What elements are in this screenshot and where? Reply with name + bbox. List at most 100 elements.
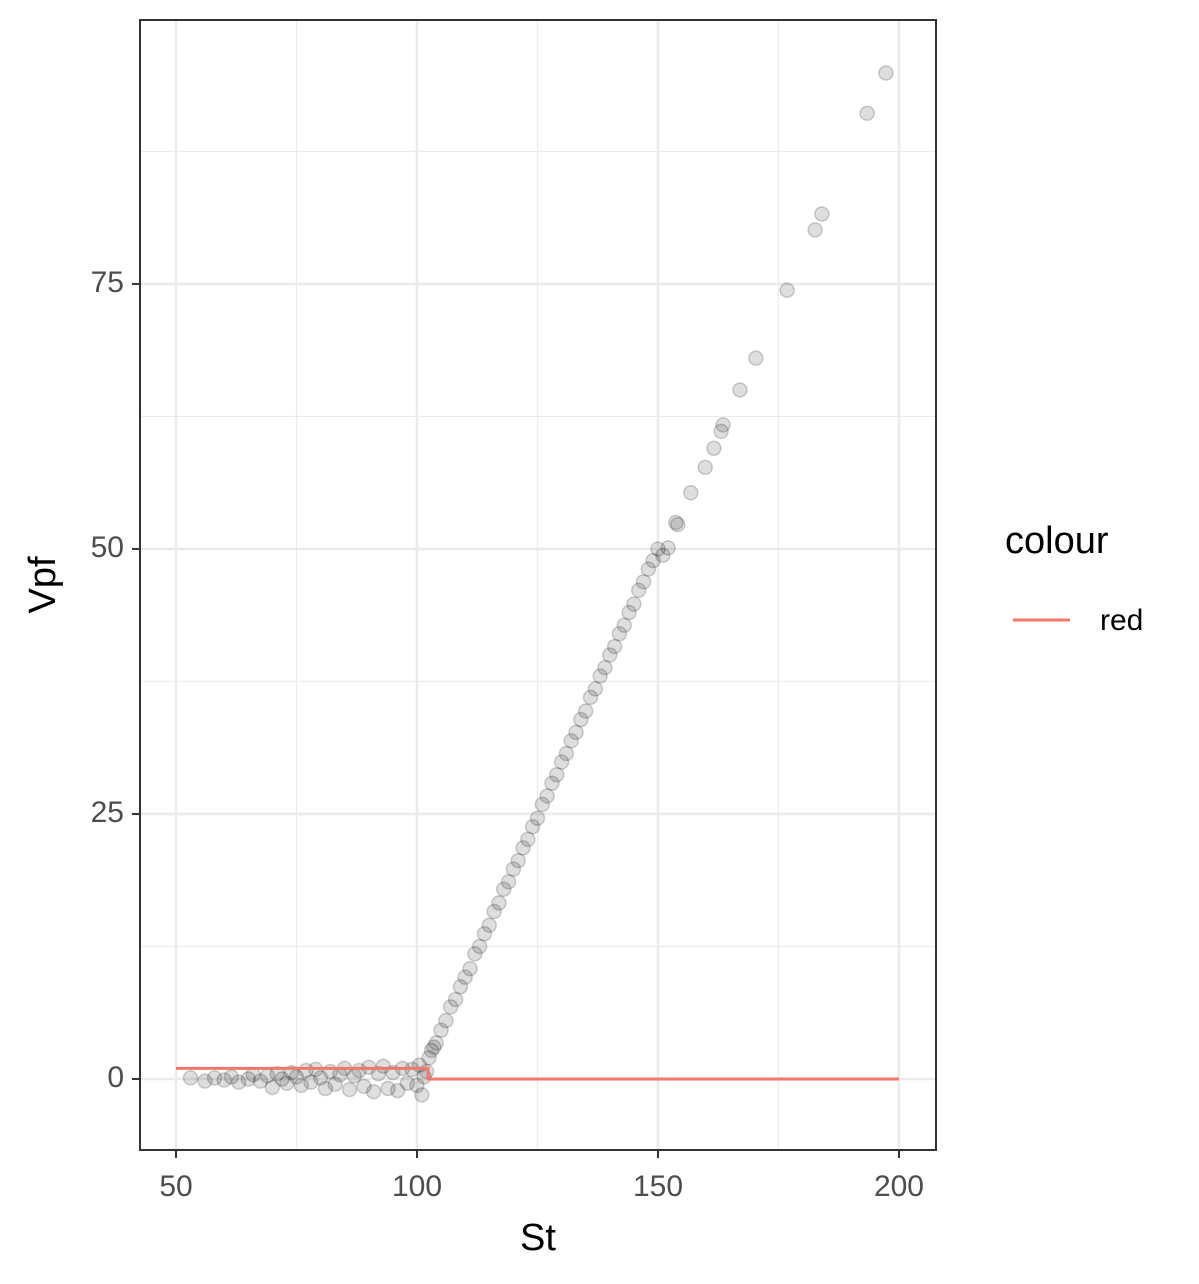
point bbox=[670, 516, 686, 533]
point bbox=[230, 1074, 247, 1090]
point bbox=[216, 1072, 232, 1088]
point bbox=[426, 1039, 442, 1055]
point bbox=[630, 582, 647, 599]
point bbox=[510, 852, 526, 869]
point bbox=[500, 874, 517, 890]
point bbox=[471, 938, 488, 955]
point bbox=[428, 1035, 445, 1051]
point bbox=[303, 1074, 319, 1090]
point bbox=[592, 668, 608, 684]
point bbox=[252, 1073, 269, 1089]
point bbox=[264, 1079, 281, 1096]
point bbox=[602, 647, 618, 663]
point bbox=[597, 659, 613, 676]
point bbox=[611, 626, 628, 642]
point bbox=[878, 65, 894, 81]
point bbox=[447, 991, 464, 1008]
point bbox=[621, 604, 637, 621]
point bbox=[317, 1080, 334, 1097]
legend-label: red bbox=[1100, 604, 1143, 637]
point bbox=[668, 514, 684, 531]
point bbox=[635, 574, 652, 590]
point bbox=[399, 1075, 416, 1091]
x-tick-label: 150 bbox=[633, 1170, 683, 1203]
point bbox=[779, 282, 795, 299]
point bbox=[697, 459, 713, 476]
x-tick-label: 200 bbox=[874, 1170, 924, 1203]
point bbox=[577, 703, 594, 719]
point bbox=[182, 1070, 199, 1086]
point bbox=[563, 733, 579, 749]
y-tick-label: 75 bbox=[91, 266, 124, 299]
point bbox=[341, 1081, 358, 1098]
point bbox=[389, 1082, 406, 1099]
point bbox=[486, 903, 502, 920]
point bbox=[269, 1065, 285, 1082]
y-tick-label: 50 bbox=[91, 531, 124, 564]
legend-title: colour bbox=[1005, 520, 1109, 562]
point bbox=[380, 1080, 396, 1097]
point bbox=[421, 1050, 437, 1066]
point bbox=[496, 881, 512, 897]
point bbox=[534, 796, 551, 813]
point bbox=[274, 1071, 290, 1087]
point bbox=[713, 423, 729, 440]
point bbox=[573, 711, 589, 728]
point bbox=[814, 206, 830, 222]
point bbox=[423, 1042, 440, 1059]
point bbox=[515, 840, 531, 856]
point bbox=[206, 1070, 223, 1086]
point bbox=[409, 1077, 425, 1094]
point bbox=[240, 1071, 257, 1087]
point bbox=[544, 775, 560, 791]
point bbox=[414, 1087, 430, 1103]
point bbox=[606, 638, 623, 655]
point bbox=[582, 689, 599, 706]
point bbox=[732, 382, 748, 398]
point bbox=[660, 540, 676, 556]
point bbox=[715, 417, 731, 433]
point bbox=[859, 105, 875, 122]
point bbox=[807, 222, 823, 238]
point bbox=[491, 895, 507, 911]
point bbox=[462, 960, 478, 977]
point bbox=[524, 818, 541, 835]
point bbox=[197, 1073, 213, 1089]
point bbox=[457, 969, 473, 985]
point bbox=[356, 1078, 372, 1095]
point bbox=[683, 485, 699, 501]
y-tick-label: 25 bbox=[91, 796, 124, 829]
point bbox=[442, 999, 459, 1015]
y-axis-title: Vpf bbox=[22, 556, 64, 613]
point bbox=[640, 561, 657, 577]
point bbox=[476, 926, 493, 942]
point bbox=[520, 831, 536, 848]
point bbox=[626, 596, 642, 612]
point bbox=[279, 1075, 295, 1091]
point bbox=[467, 946, 483, 962]
point bbox=[438, 1012, 454, 1029]
panel-border bbox=[139, 19, 937, 1151]
point bbox=[505, 861, 522, 877]
point bbox=[645, 552, 661, 569]
point bbox=[655, 547, 671, 564]
point bbox=[327, 1076, 343, 1093]
y-tick-label: 0 bbox=[107, 1061, 124, 1094]
point bbox=[481, 917, 498, 934]
point bbox=[539, 788, 555, 804]
x-tick-label: 50 bbox=[159, 1170, 192, 1203]
point bbox=[293, 1077, 310, 1094]
point bbox=[616, 617, 633, 634]
point bbox=[748, 350, 764, 366]
point bbox=[587, 681, 604, 697]
point bbox=[549, 766, 565, 783]
point bbox=[370, 1065, 387, 1082]
point bbox=[529, 810, 546, 826]
x-tick-label: 100 bbox=[392, 1170, 442, 1203]
point bbox=[452, 979, 469, 995]
point bbox=[706, 440, 722, 457]
x-axis-title: St bbox=[520, 1217, 556, 1259]
point bbox=[365, 1083, 382, 1100]
